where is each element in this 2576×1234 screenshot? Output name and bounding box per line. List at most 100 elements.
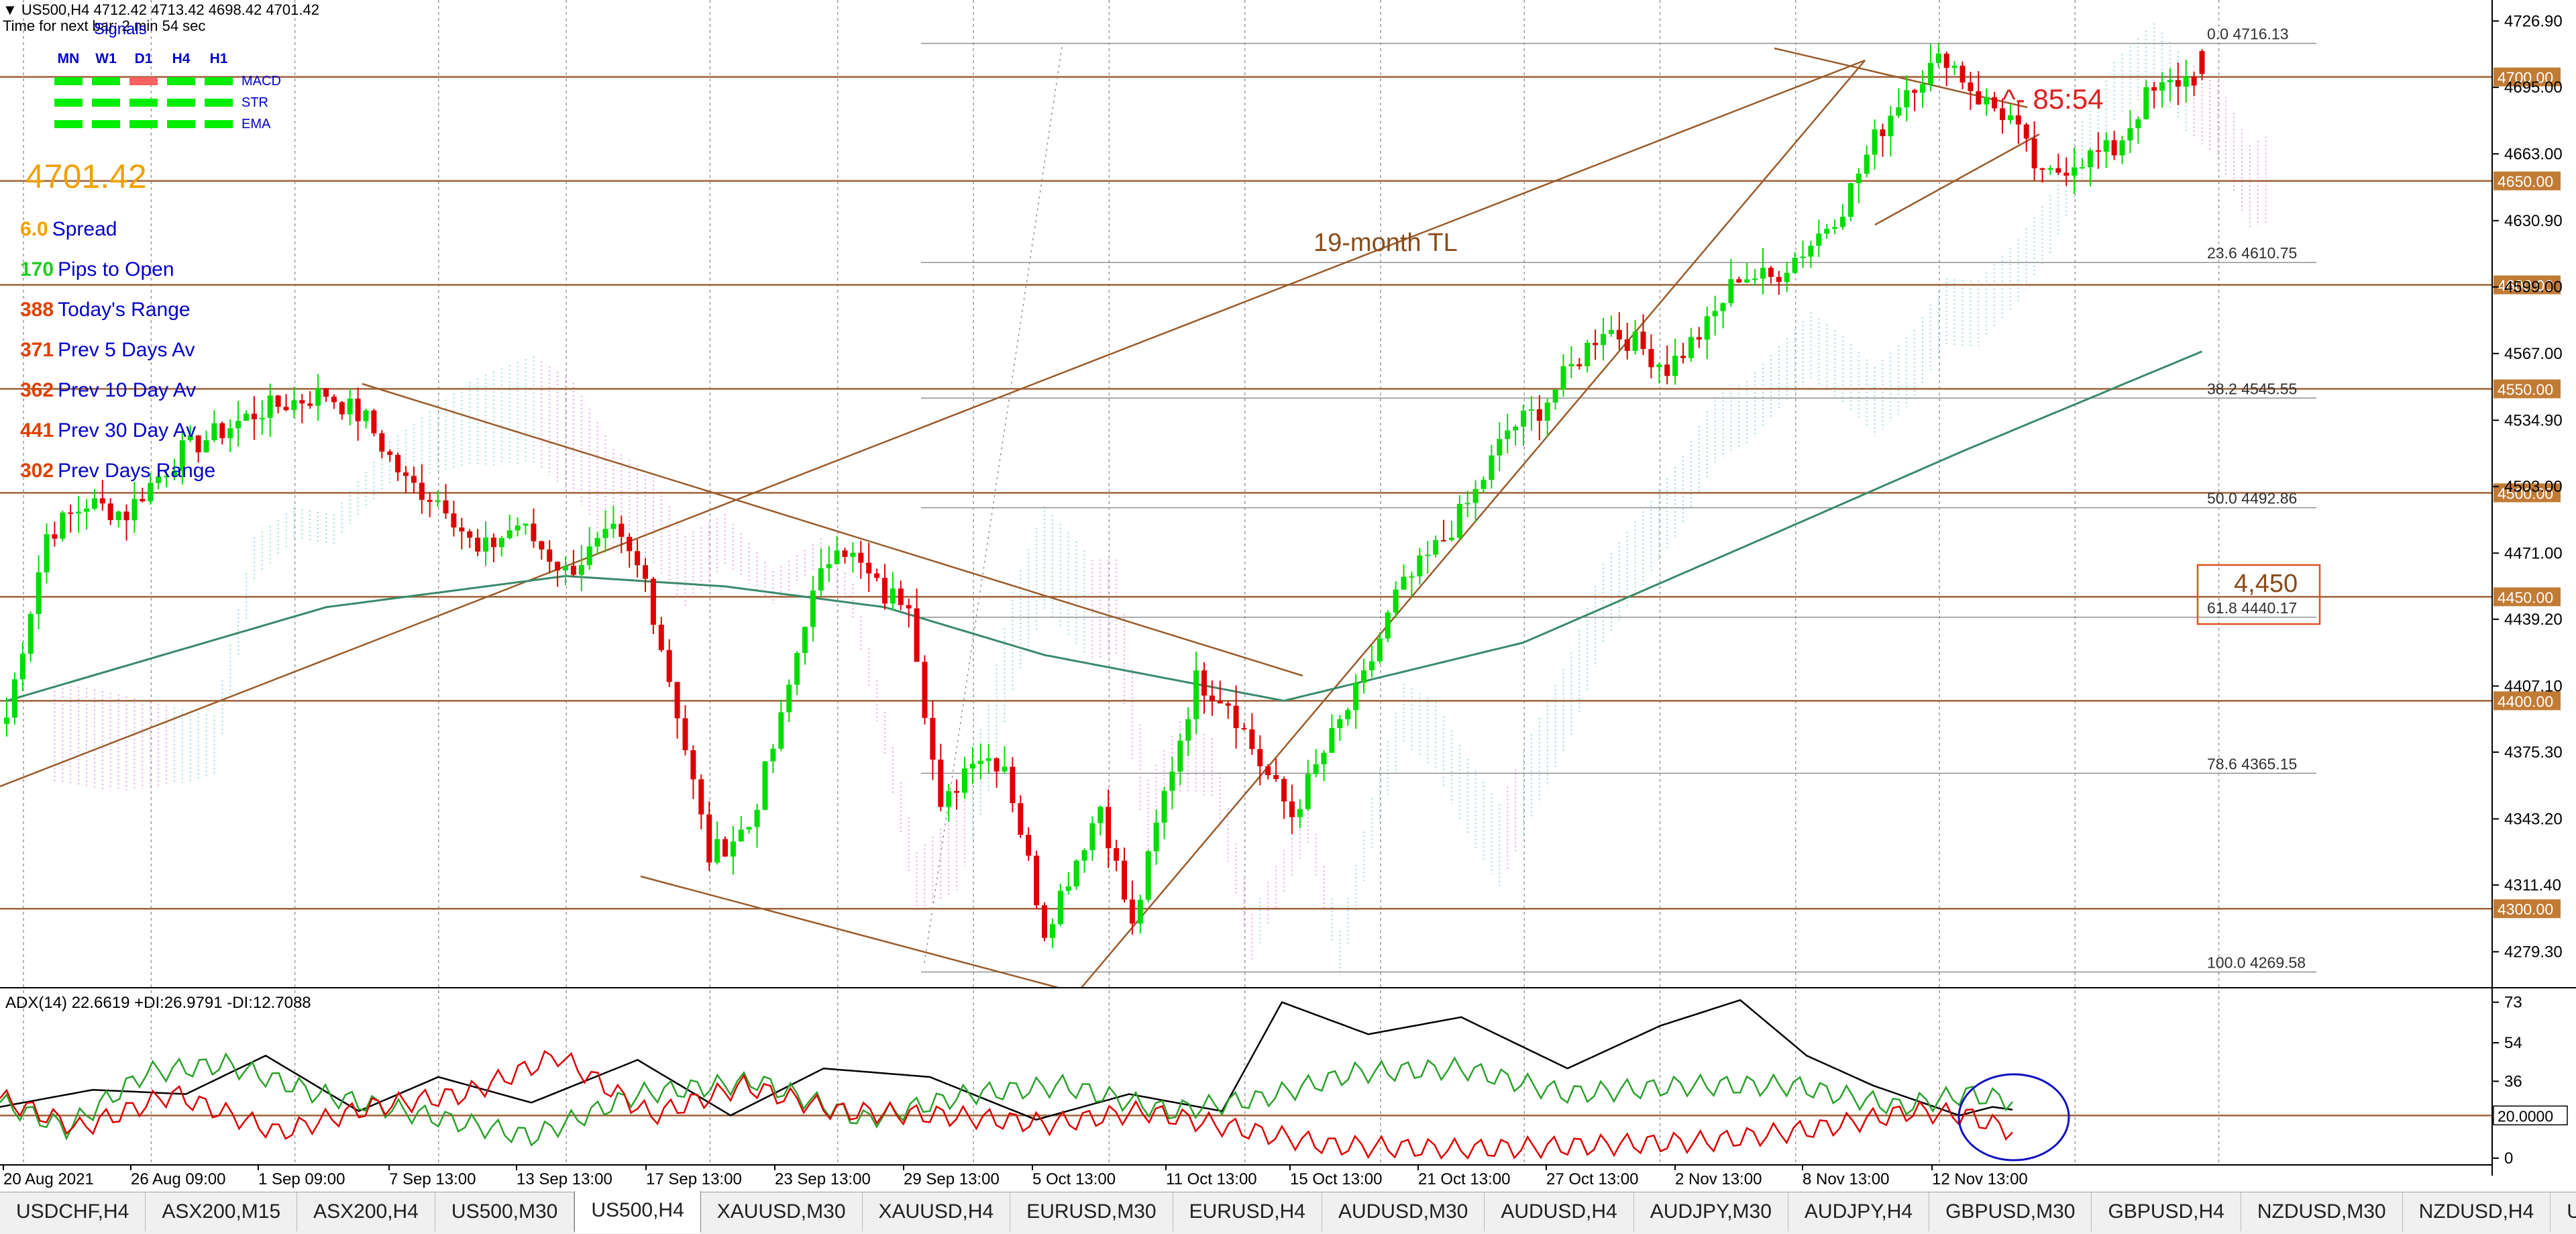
candle-body: [1225, 703, 1231, 706]
symbol-tab[interactable]: AUDJPY,M30: [1634, 1192, 1788, 1231]
candle-body: [977, 760, 983, 764]
candle-body: [203, 440, 209, 453]
symbol-tab[interactable]: NZDUSD,M30: [2241, 1192, 2403, 1231]
symbol-tab[interactable]: USDCHF,H4: [0, 1192, 146, 1231]
candle-body: [738, 829, 744, 842]
symbol-tab[interactable]: US500,M30: [435, 1192, 575, 1231]
candle-body: [531, 523, 537, 542]
candle-body: [1720, 303, 1726, 311]
candle-body: [1935, 53, 1941, 63]
adx-panel: ADX(14) 22.6619 +DI:26.9791 -DI:12.7088 7…: [0, 994, 2568, 1168]
candle-body: [1624, 339, 1630, 351]
candle-body: [91, 498, 97, 509]
candle-body: [1927, 62, 1933, 85]
candle-body: [68, 512, 74, 514]
symbol-tab[interactable]: US500,H4: [574, 1191, 701, 1233]
candle-body: [1943, 53, 1949, 68]
candle-body: [467, 531, 473, 538]
candle-body: [1042, 905, 1047, 938]
candle-body: [1960, 65, 1966, 83]
annotations: 19-month TL ^- 85:54 4,450: [1313, 83, 2321, 625]
candle-body: [1273, 775, 1279, 779]
candle-body: [1448, 537, 1454, 540]
candle-body: [1568, 364, 1574, 366]
fib-label: 78.6 4365.15: [2207, 755, 2297, 772]
candle-body: [1034, 856, 1040, 906]
candle-body: [1688, 337, 1694, 358]
candle-body: [1712, 311, 1718, 317]
symbol-tab[interactable]: ASX200,H4: [297, 1192, 435, 1231]
candle-body: [1185, 719, 1191, 741]
signal-row: EMA: [50, 117, 281, 132]
stat-row: 170 Pips to Open: [20, 256, 215, 297]
candle-body: [1425, 554, 1431, 556]
candle-body: [227, 428, 233, 439]
candle-body: [11, 679, 17, 718]
symbol-tab[interactable]: EURUSD,M30: [1010, 1192, 1173, 1231]
symbol-tab[interactable]: USD: [2551, 1192, 2576, 1231]
symbol-tab[interactable]: ASX200,M15: [146, 1192, 298, 1231]
time-tick-label: 5 Oct 13:00: [1032, 1170, 1116, 1188]
candle-body: [1329, 728, 1335, 753]
candle-body: [2103, 140, 2109, 152]
price-tick-label: 4439.20: [2504, 611, 2563, 629]
candle-body: [1026, 835, 1032, 856]
time-axis[interactable]: 20 Aug 2021 26 Aug 09:00 1 Sep 09:00 7 Sep …: [3, 1165, 2028, 1188]
candle-body: [2167, 80, 2173, 83]
symbol-tab[interactable]: AUDUSD,H4: [1485, 1192, 1634, 1231]
candle-body: [451, 513, 457, 528]
candle-body: [1201, 670, 1207, 696]
candle-body: [1856, 173, 1862, 184]
signal-cell: [167, 120, 195, 128]
candle-body: [171, 470, 177, 476]
candle-body: [19, 654, 25, 680]
symbol-tab[interactable]: XAUUSD,H4: [863, 1192, 1011, 1231]
stat-row: 441 Prev 30 Day Av: [20, 417, 215, 458]
symbol-tab[interactable]: AUDJPY,H4: [1788, 1192, 1930, 1231]
signal-row-label: MACD: [241, 73, 281, 89]
price-axis[interactable]: 4726.90 4695.00 4663.00 4630.90 4599.00 4567.…: [2492, 12, 2563, 961]
candle-body: [539, 541, 545, 550]
candle-body: [291, 400, 297, 411]
candle-body: [2047, 168, 2053, 170]
signal-cell: [205, 99, 233, 107]
stat-label: Spread: [52, 218, 117, 240]
level-tag: [2493, 67, 2561, 87]
level-tag-text: 4600.00: [2498, 277, 2553, 295]
candle-body: [1536, 409, 1542, 421]
time-tick-label: 7 Sep 13:00: [389, 1170, 476, 1188]
candle-body: [650, 578, 656, 625]
candle-body: [1153, 823, 1159, 852]
trendline: [362, 382, 1303, 677]
symbol-tab[interactable]: NZDUSD,H4: [2403, 1192, 2551, 1231]
candle-body: [882, 578, 888, 604]
signal-row-label: EMA: [241, 116, 271, 132]
symbol-tab[interactable]: XAUUSD,M30: [701, 1192, 863, 1231]
candle-body: [148, 482, 154, 502]
symbol-tab[interactable]: AUDUSD,M30: [1322, 1192, 1485, 1231]
trendline-label: 19-month TL: [1313, 229, 1458, 257]
candle-body: [1106, 807, 1112, 849]
candle-body: [1576, 364, 1582, 366]
candle-body: [682, 718, 688, 751]
candle-body: [730, 841, 736, 857]
candle-body: [1776, 276, 1782, 282]
candle-body: [363, 410, 369, 421]
price-tick-label: 4375.30: [2504, 743, 2563, 762]
candle-body: [906, 605, 912, 609]
candle-body: [331, 397, 337, 403]
candle-body: [251, 413, 257, 419]
stat-value: 6.0: [20, 218, 48, 240]
symbol-tab[interactable]: GBPUSD,H4: [2092, 1192, 2241, 1231]
stat-row: 6.0 Spread: [20, 216, 215, 256]
stat-label: Prev 30 Day Av: [58, 419, 197, 442]
symbol-tab[interactable]: GBPUSD,M30: [1929, 1192, 2092, 1231]
candle-body: [387, 451, 393, 455]
candle-body: [1521, 410, 1526, 427]
candle-body: [1528, 409, 1534, 411]
candle-body: [60, 512, 66, 539]
candle-body: [946, 790, 952, 807]
symbol-tab[interactable]: EURUSD,H4: [1173, 1192, 1322, 1231]
candle-body: [627, 537, 633, 552]
